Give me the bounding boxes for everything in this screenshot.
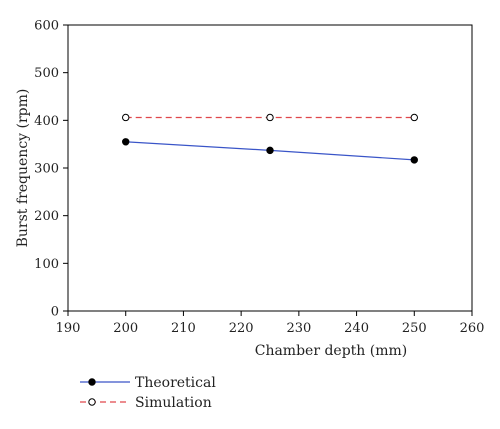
x-axis-title: Chamber depth (mm): [255, 343, 408, 359]
x-tick-label-200: 200: [113, 321, 138, 336]
legend-label-theoretical: Theoretical: [135, 375, 216, 391]
legend-marker-simulation: [88, 398, 96, 406]
x-tick-label-230: 230: [286, 321, 311, 336]
legend-label-simulation: Simulation: [135, 395, 212, 411]
data-point-theoretical-250: [410, 156, 418, 164]
legend: Theoretical Simulation: [80, 375, 216, 411]
y-tick-label-500: 500: [34, 66, 59, 81]
data-point-simulation-200: [122, 113, 130, 122]
x-tick-label-190: 190: [56, 321, 81, 336]
data-point-theoretical-225: [266, 146, 274, 155]
data-point-simulation-225: [266, 113, 274, 122]
plot-area: 190 200 210 220 230 240 250 260 0 100 200 300 400 500…: [34, 19, 484, 337]
y-tick-label-100: 100: [34, 257, 59, 272]
y-tick-label-200: 200: [34, 209, 59, 224]
y-tick-label-600: 600: [34, 19, 59, 34]
y-tick-label-400: 400: [34, 114, 59, 129]
x-tick-label-210: 210: [171, 321, 196, 336]
y-axis-title: Burst frequency (rpm): [15, 89, 31, 248]
x-tick-label-260: 260: [460, 321, 485, 336]
x-tick-label-240: 240: [344, 321, 369, 336]
data-point-simulation-250: [410, 113, 418, 122]
legend-marker-theoretical: [88, 378, 96, 386]
y-tick-label-0: 0: [51, 305, 59, 320]
x-tick-label-250: 250: [402, 321, 427, 336]
y-tick-label-300: 300: [34, 162, 59, 177]
data-point-theoretical-200: [122, 138, 130, 146]
x-tick-label-220: 220: [229, 321, 254, 336]
